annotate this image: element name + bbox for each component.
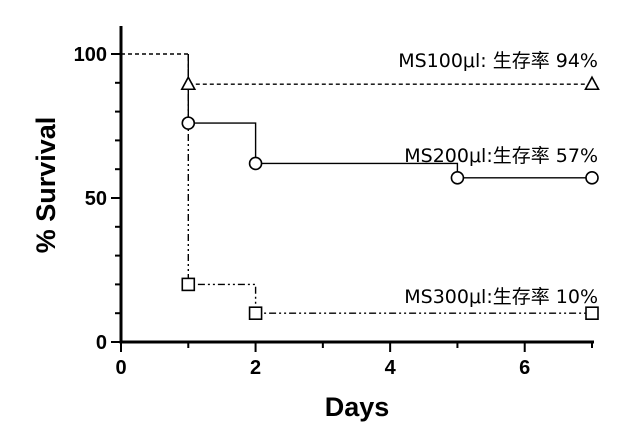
x-tick-label: 6 [519,357,530,379]
annotation-label-2: MS300μl:生存率 10% [404,286,598,308]
axes [119,26,594,344]
data-point-ms100-l-0 [180,75,197,91]
plot-markers [180,75,600,321]
y-tick-label: 50 [85,188,107,210]
series-line-ms300-l [187,54,592,314]
x-tick-label: 0 [115,357,126,379]
y-axis-title: % Survival [31,117,61,254]
x-tick-label: 4 [385,357,397,379]
annotation-label-0: MS100μl: 生存率 94% [398,50,598,72]
plot-lines [121,53,592,314]
annotations: MS100μl: 生存率 94% MS200μl:生存率 57% MS300μl:生… [398,50,598,308]
data-point-ms200-l-3 [585,171,599,185]
ticks [111,53,593,352]
data-point-ms200-l-2 [450,171,465,185]
tick-labels: 0 2 4 6 0 50 100 [74,44,531,379]
x-tick-label: 2 [250,357,261,379]
data-point-ms300-l-2 [585,306,599,321]
data-point-ms200-l-1 [248,156,263,171]
data-point-ms200-l-0 [181,116,196,130]
data-point-ms300-l-1 [248,306,263,321]
x-axis-title: Days [325,392,390,422]
y-tick-label: 0 [96,332,107,354]
data-point-ms300-l-0 [181,277,196,292]
data-point-ms100-l-1 [584,75,600,91]
y-tick-label: 100 [74,44,107,66]
annotation-label-1: MS200μl:生存率 57% [404,145,598,167]
